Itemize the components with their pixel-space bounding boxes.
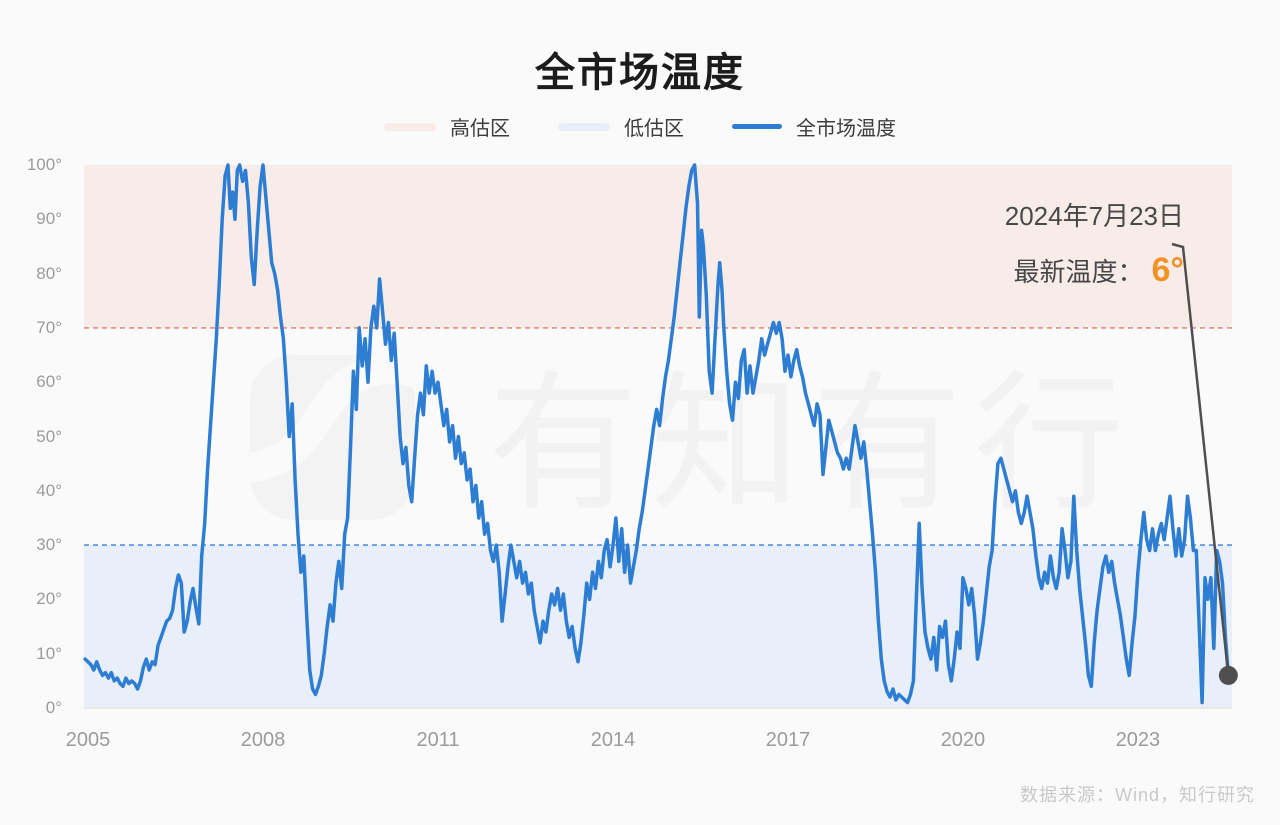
y-tick-label: 20° [36,589,62,609]
x-tick-label: 2011 [416,729,460,751]
x-tick-label: 2023 [1115,729,1161,751]
x-tick-label: 2005 [65,729,111,751]
legend-item-overvalued[interactable]: 高估区 [384,112,510,141]
data-source: 数据来源：Wind，知行研究 [1019,785,1255,805]
brand-logo-icon [250,355,415,520]
latest-value: 6° [1151,251,1184,289]
y-tick-label: 90° [36,209,62,229]
latest-date: 2024年7月23日 [1004,201,1184,231]
x-tick-label: 2020 [940,729,986,751]
y-tick-label: 10° [36,643,62,663]
legend-label: 低估区 [624,118,684,140]
legend-label: 高估区 [450,118,510,140]
legend-item-undervalued[interactable]: 低估区 [558,112,684,141]
brand-logo-swoosh [233,353,433,483]
y-tick-label: 40° [36,480,62,500]
overvalued-band [84,165,1232,328]
undervalued-swatch-icon [558,122,610,131]
overvalued-swatch-icon [384,122,436,131]
legend-label: 全市场温度 [796,118,896,140]
y-tick-label: 0° [45,698,62,717]
legend-item-temperature[interactable]: 全市场温度 [732,112,896,141]
legend: 高估区 低估区 全市场温度 [0,112,1280,141]
x-tick-label: 2008 [240,729,286,751]
undervalued-band [84,545,1232,708]
x-tick-label: 2017 [765,729,811,751]
x-tick-label: 2014 [590,729,636,751]
y-tick-label: 80° [36,263,62,283]
temperature-line-swatch-icon [732,124,782,129]
y-tick-label: 60° [36,372,62,392]
latest-label: 最新温度： [1013,257,1144,287]
brand-watermark: 有知有行 [233,353,1136,528]
latest-point-marker [1218,665,1238,685]
chart-title: 全市场温度 [535,51,745,95]
callout-connector-line [1171,242,1230,676]
temperature-line [83,163,1231,705]
watermark-text: 有知有行 [488,360,1136,528]
y-tick-label: 100° [26,155,62,174]
latest-annotation: 2024年7月23日 最新温度： 6° [1005,196,1184,290]
y-tick-label: 30° [36,535,62,555]
y-tick-label: 50° [36,426,62,446]
y-tick-label: 70° [36,317,62,337]
